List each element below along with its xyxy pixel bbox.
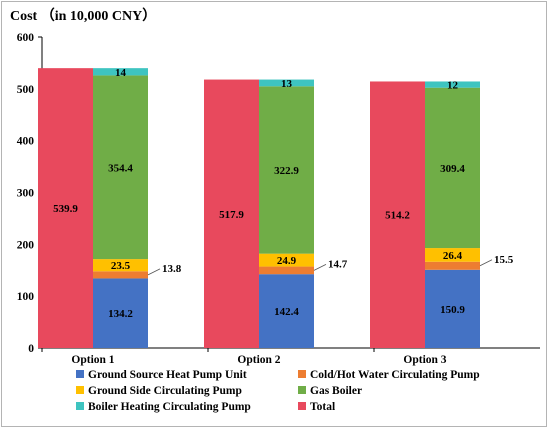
- stack-segment-2: [425, 248, 480, 262]
- stack-segment-0: [93, 278, 148, 348]
- stack-segment-4: [93, 68, 148, 76]
- segment-value-label: 14: [115, 67, 127, 79]
- stack-segment-4: [425, 81, 480, 88]
- legend-swatch: [298, 370, 306, 378]
- segment-value-label: 309.4: [440, 163, 465, 175]
- legend-swatch: [298, 386, 306, 394]
- stack-segment-0: [425, 269, 480, 348]
- segment-value-label: 24.9: [277, 255, 297, 267]
- total-bar: [204, 79, 259, 348]
- total-value-label: 514.2: [385, 210, 410, 222]
- total-bar: [38, 68, 93, 349]
- segment-value-label: 15.5: [494, 254, 514, 266]
- stack-segment-1: [259, 266, 314, 275]
- segment-value-label: 26.4: [443, 250, 463, 262]
- total-value-label: 539.9: [53, 203, 78, 215]
- y-tick-label: 100: [17, 291, 35, 303]
- total-value-label: 517.9: [219, 209, 244, 221]
- legend-swatch: [76, 370, 84, 378]
- stack-segment-0: [259, 274, 314, 348]
- stack-segment-3: [93, 75, 148, 260]
- stack-segment-4: [259, 79, 314, 87]
- legend-label: Ground Side Circulating Pump: [88, 385, 242, 397]
- segment-value-label: 150.9: [440, 304, 465, 316]
- segment-value-label: 23.5: [111, 260, 131, 272]
- y-tick-label: 600: [17, 32, 35, 44]
- segment-value-label: 142.4: [274, 306, 299, 318]
- stack-segment-2: [93, 259, 148, 272]
- y-tick-label: 400: [17, 136, 35, 148]
- chart-title: Cost （in 10,000 CNY）: [10, 8, 156, 24]
- legend-label: Cold/Hot Water Circulating Pump: [310, 369, 480, 381]
- x-tick-label: Option 1: [71, 354, 114, 366]
- legend-label: Gas Boiler: [310, 385, 362, 397]
- stack-segment-1: [93, 271, 148, 279]
- segment-value-label: 13.8: [162, 263, 182, 275]
- x-tick-label: Option 3: [403, 354, 446, 366]
- stack-segment-2: [259, 253, 314, 267]
- segment-value-label: 14.7: [328, 258, 348, 270]
- legend-swatch: [298, 402, 306, 410]
- legend-label: Total: [310, 401, 335, 413]
- y-tick-label: 300: [17, 188, 35, 200]
- segment-value-label: 354.4: [108, 162, 133, 174]
- y-tick-label: 500: [17, 84, 35, 96]
- y-tick-label: 200: [17, 239, 35, 251]
- leader-line: [479, 259, 493, 267]
- stack-segment-1: [425, 261, 480, 270]
- total-bar: [370, 81, 425, 349]
- segment-value-label: 13: [281, 78, 293, 90]
- legend-label: Boiler Heating Circulating Pump: [88, 401, 251, 413]
- segment-value-label: 12: [447, 80, 459, 92]
- legend-swatch: [76, 402, 84, 410]
- legend-swatch: [76, 386, 84, 394]
- y-tick-label: 0: [28, 343, 34, 355]
- leader-line: [313, 264, 327, 271]
- stack-segment-3: [425, 87, 480, 249]
- leader-line: [147, 268, 161, 276]
- segment-value-label: 322.9: [274, 165, 299, 177]
- legend-label: Ground Source Heat Pump Unit: [88, 369, 247, 381]
- stack-segment-3: [259, 86, 314, 254]
- x-tick-label: Option 2: [237, 354, 280, 366]
- segment-value-label: 134.2: [108, 308, 133, 320]
